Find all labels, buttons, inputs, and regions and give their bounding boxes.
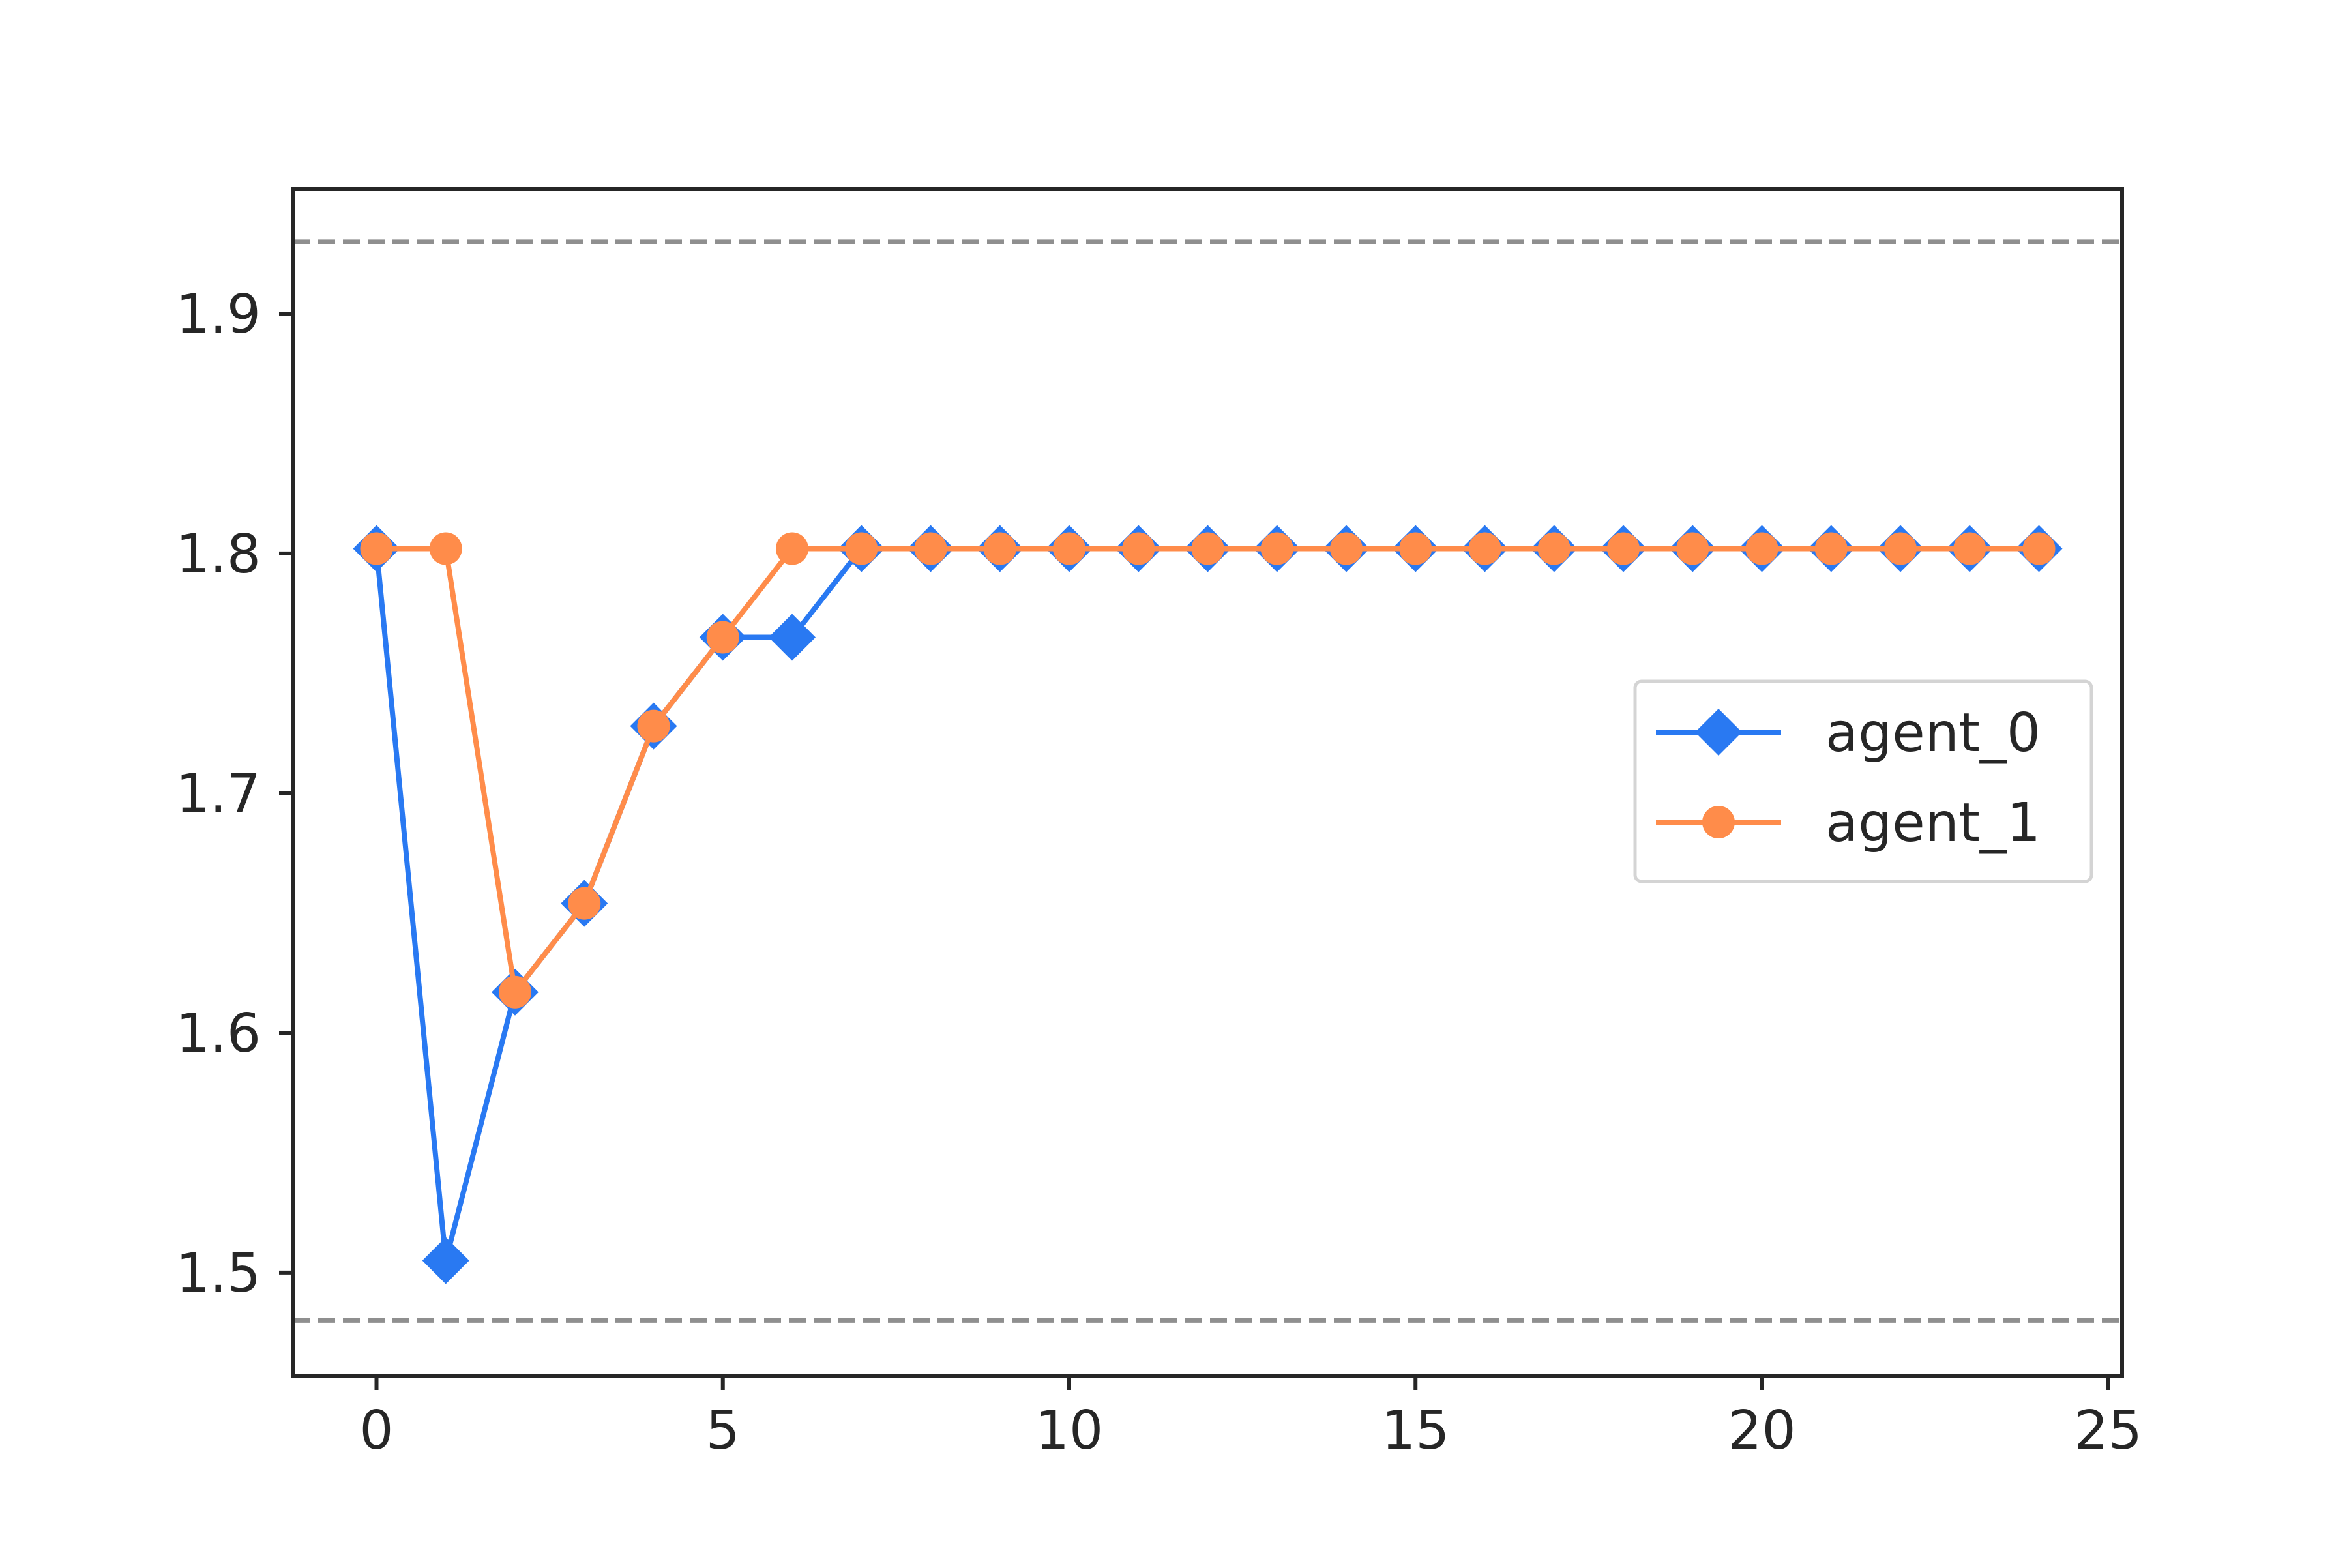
data-point-agent_1-15 bbox=[1399, 532, 1432, 565]
y-tick-label: 1.6 bbox=[176, 1003, 261, 1065]
legend-marker-agent_1 bbox=[1702, 806, 1735, 838]
data-point-agent_1-8 bbox=[914, 532, 947, 565]
data-point-agent_1-18 bbox=[1607, 532, 1640, 565]
data-point-agent_1-21 bbox=[1814, 532, 1848, 565]
y-tick-label: 1.8 bbox=[176, 524, 261, 585]
data-point-agent_1-0 bbox=[360, 532, 393, 565]
data-point-agent_1-7 bbox=[845, 532, 878, 565]
data-point-agent_0-6 bbox=[769, 614, 816, 661]
data-point-agent_1-17 bbox=[1537, 532, 1571, 565]
series-layer bbox=[353, 525, 2063, 1284]
reference-lines bbox=[293, 239, 2122, 1323]
series-line-agent_0 bbox=[374, 546, 2039, 1264]
data-point-agent_1-19 bbox=[1676, 532, 1709, 565]
legend-label: agent_1 bbox=[1825, 792, 2041, 854]
data-point-agent_1-24 bbox=[2022, 532, 2056, 565]
x-axis: 0 5 10 15 20 25 bbox=[359, 1376, 2142, 1462]
data-point-agent_1-16 bbox=[1468, 532, 1501, 565]
legend-entry-agent_0: agent_0 bbox=[1656, 702, 2041, 764]
axes-frame bbox=[291, 187, 2124, 1378]
data-point-agent_0-1 bbox=[422, 1237, 469, 1284]
data-point-agent_1-5 bbox=[706, 621, 739, 654]
data-point-agent_1-2 bbox=[499, 975, 531, 1009]
data-point-agent_1-9 bbox=[983, 532, 1016, 565]
x-tick-label: 25 bbox=[2074, 1400, 2142, 1462]
data-point-agent_1-22 bbox=[1884, 532, 1917, 565]
data-point-agent_1-14 bbox=[1330, 532, 1363, 565]
y-axis: 1.5 1.6 1.7 1.8 1.9 bbox=[176, 284, 293, 1305]
data-point-agent_1-3 bbox=[568, 887, 601, 920]
data-point-agent_1-20 bbox=[1745, 532, 1779, 565]
x-tick-label: 0 bbox=[359, 1400, 393, 1462]
legend: agent_0 agent_1 bbox=[1633, 679, 2093, 883]
data-point-agent_1-4 bbox=[637, 709, 670, 743]
data-point-agent_1-11 bbox=[1122, 532, 1155, 565]
y-tick-label: 1.7 bbox=[176, 763, 261, 825]
x-tick-label: 10 bbox=[1035, 1400, 1103, 1462]
data-point-agent_1-10 bbox=[1053, 532, 1085, 565]
data-point-agent_1-6 bbox=[776, 532, 808, 565]
data-point-agent_1-12 bbox=[1191, 532, 1224, 565]
series-agent_1 bbox=[360, 532, 2056, 1009]
legend-marker-agent_0 bbox=[1695, 709, 1742, 756]
legend-label: agent_0 bbox=[1825, 702, 2041, 764]
x-tick-label: 20 bbox=[1728, 1400, 1795, 1462]
x-tick-label: 5 bbox=[706, 1400, 740, 1462]
legend-entry-agent_1: agent_1 bbox=[1656, 792, 2041, 854]
x-tick-label: 15 bbox=[1381, 1400, 1449, 1462]
series-agent_0 bbox=[353, 525, 2063, 1284]
data-point-agent_1-23 bbox=[1953, 532, 1986, 565]
data-point-agent_1-13 bbox=[1260, 532, 1293, 565]
y-tick-label: 1.5 bbox=[176, 1243, 261, 1305]
y-tick-label: 1.9 bbox=[176, 284, 261, 346]
data-point-agent_1-1 bbox=[429, 532, 462, 565]
